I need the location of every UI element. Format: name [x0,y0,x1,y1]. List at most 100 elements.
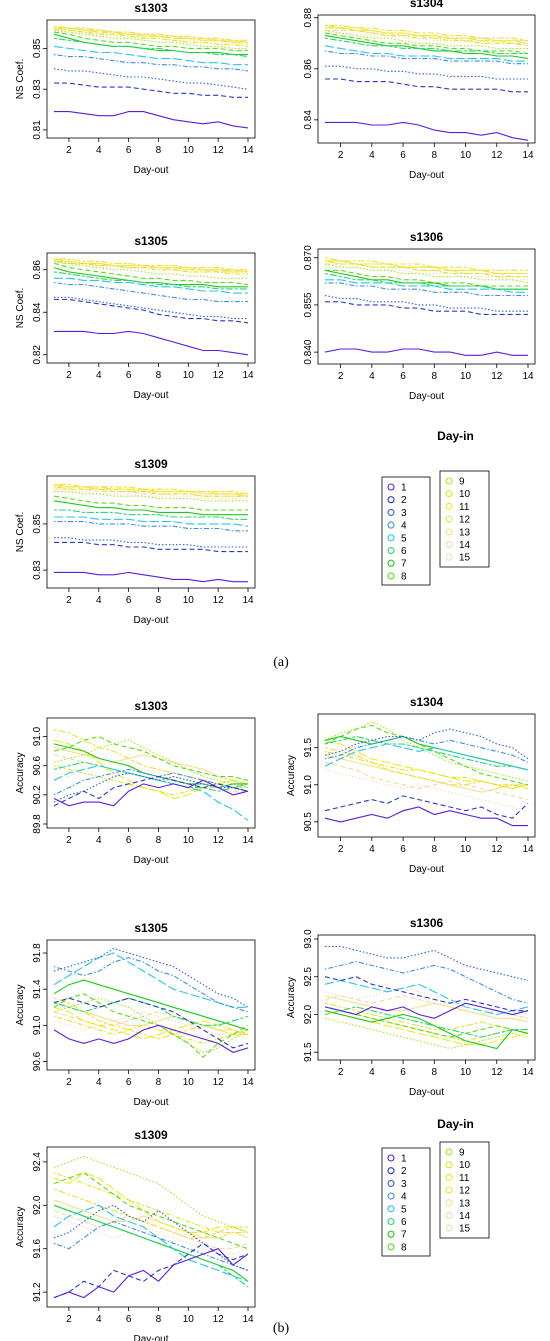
legend-marker-day-in-8 [387,572,395,580]
x-tick-label: 12 [213,145,225,156]
legend-label-day-in-4: 4 [401,1192,407,1203]
series-line-day-in-10 [324,260,528,278]
series-line-day-in-4 [324,50,528,65]
chart-panel-a-s1304: s1304 2 4 6 8 10 12 14 0.84 0.86 0.88 Day-out [303,0,536,181]
x-axis-label: Day-out [133,615,168,626]
y-tick-label: 90.6 [32,756,43,776]
chart-panel-b-s1309: s1309 2 4 6 8 10 12 14 91.2 91.6 92.0 92.4 Day-out Ac… [15,1128,256,1341]
y-axis-label: Accuracy [15,1206,26,1247]
x-tick-label: 2 [66,835,72,846]
chart-panel-a-s1303: s1303 2 4 6 8 10 12 14 0.81 0.83 0.85 Day-out NS Coe… [15,1,256,176]
legend-label-day-in-2: 2 [401,495,407,506]
series-line-day-in-13 [324,995,529,1023]
x-tick-label: 12 [491,844,503,855]
x-tick-label: 2 [338,371,344,382]
x-tick-label: 12 [213,1314,225,1325]
series-line-day-in-1 [325,121,529,141]
series-line-day-in-7 [324,735,529,771]
chart-panel-a-s1305: s1305 2 4 6 8 10 12 14 0.82 0.84 0.86 Day-out NS Coe… [15,234,256,401]
y-tick-label: 92.4 [32,1152,43,1172]
series-line-day-in-1 [54,330,249,356]
series-line-day-in-3 [53,68,249,90]
legend-marker-day-in-10 [445,1161,453,1169]
series-line-day-in-15 [53,1011,249,1040]
series-line-day-in-5 [54,516,249,527]
plot-frame [317,14,536,144]
x-tick-label: 8 [432,371,438,382]
series-line-day-in-8 [53,1172,249,1250]
x-tick-label: 10 [183,835,195,846]
legend-marker-day-in-5 [387,534,395,542]
series-line-day-in-5 [53,765,249,821]
series-line-day-in-6 [324,37,528,55]
legend-label-day-in-12: 12 [459,515,471,526]
series-line-day-in-3 [324,294,528,312]
plot-frame [46,1146,256,1308]
series-line-day-in-5 [53,952,248,1008]
y-axis-label: NS Coef. [15,288,26,329]
series-line-day-in-1 [324,348,528,356]
x-tick-label: 14 [522,844,534,855]
series-line-day-in-4 [53,1221,249,1271]
series-line-day-in-1 [53,1248,249,1299]
x-tick-label: 10 [183,370,195,381]
x-tick-label: 4 [369,1067,375,1078]
x-axis-label: Day-out [409,170,444,181]
legend-marker-day-in-4 [387,521,395,529]
x-tick-label: 8 [156,835,162,846]
x-tick-label: 14 [242,1077,254,1088]
y-tick-label: 90.6 [32,1051,43,1071]
legend-label-day-in-8: 8 [401,1242,407,1253]
y-tick-label: 0.85 [32,514,43,534]
x-tick-label: 2 [66,145,72,156]
y-tick-label: 0.84 [32,302,43,322]
x-tick-label: 6 [126,145,132,156]
legend-marker-day-in-7 [387,559,395,567]
legend-marker-day-in-1 [387,1154,395,1162]
y-tick-label: 91.2 [32,1282,43,1302]
plot-frame [46,717,256,829]
series-line-day-in-4 [53,54,249,72]
series-line-day-in-10 [324,750,529,790]
x-tick-label: 4 [369,371,375,382]
series-line-day-in-11 [54,27,248,43]
y-axis-label: Accuracy [286,977,297,1018]
series-line-day-in-2 [54,298,249,324]
chart-panel-b-s1305: s1305 2 4 6 8 10 12 14 90.6 91.0 91.4 91.8 Day-out Ac… [15,921,256,1108]
x-axis-label: Day-out [409,1087,444,1098]
x-tick-label: 6 [400,371,406,382]
series-line-day-in-12 [324,747,529,790]
x-axis-label: Day-out [133,1334,168,1341]
series-line-day-in-3 [54,296,248,320]
legend-label-day-in-9: 9 [459,477,465,488]
series-line-day-in-9 [53,260,248,279]
y-axis-label: NS Coef. [15,59,26,100]
y-axis-label: Accuracy [15,984,26,1025]
series-line-day-in-7 [53,500,248,516]
series-line-day-in-4 [53,768,249,796]
x-tick-label: 2 [338,150,344,161]
series-line-day-in-8 [53,736,249,781]
y-tick-label: 91.8 [32,943,43,963]
series-line-day-in-12 [324,257,528,271]
series-line-day-in-3 [324,728,529,760]
series-line-day-in-11 [53,1006,249,1040]
x-tick-label: 10 [183,1077,195,1088]
series-line-day-in-15 [324,769,529,812]
panel-label-a: (a) [273,655,289,670]
series-line-day-in-2 [325,301,528,315]
y-tick-label: 91.0 [32,726,43,746]
y-tick-label: 0.840 [303,339,314,364]
panel-label-b: (b) [273,1321,290,1336]
series-line-day-in-2 [324,976,528,1012]
y-tick-label: 91.5 [303,1042,314,1062]
series-line-day-in-7 [53,33,248,56]
x-tick-label: 10 [460,1067,472,1078]
x-tick-label: 8 [432,1067,438,1078]
y-tick-label: 0.85 [32,38,43,58]
y-axis-label: Accuracy [286,755,297,796]
chart-title: s1309 [134,457,168,471]
x-tick-label: 12 [213,835,225,846]
series-line-day-in-8 [324,1010,529,1038]
chart-panel-a-s1309: s1309 2 4 6 8 10 12 14 0.83 0.85 Day-out NS Coef. [15,457,256,626]
